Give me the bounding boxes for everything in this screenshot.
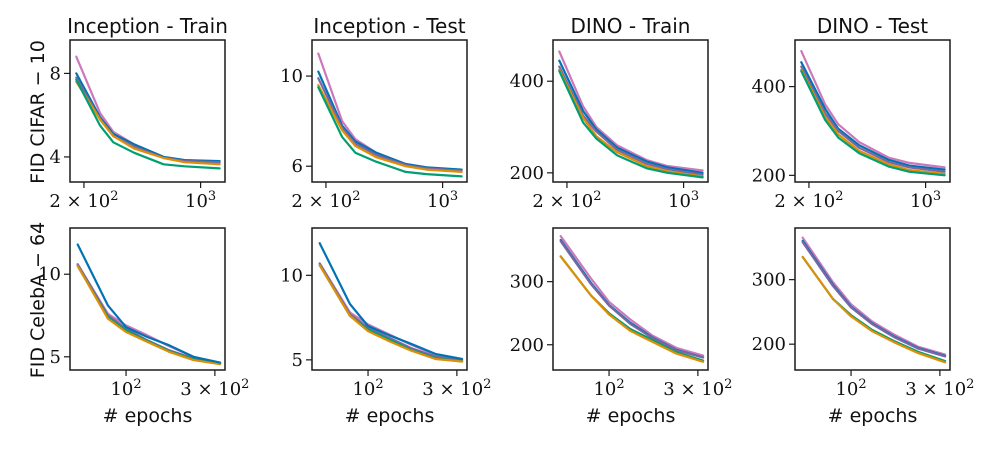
series-line-orange: [317, 84, 463, 173]
x-tick-label: 2 × 102: [774, 189, 843, 212]
chart-celeba-dino-test: 200 300 102 3 × 102 # epochs: [752, 227, 974, 427]
series-line-green: [317, 86, 463, 178]
chart-title: Inception - Train: [67, 14, 228, 38]
plot-frame: [69, 39, 226, 183]
x-axis-label: # epochs: [345, 405, 435, 427]
series-line-pink: [318, 262, 464, 361]
y-tick-label: 300: [510, 272, 544, 293]
chart-cifar-dino-test: DINO - Test 200 400 2 × 102 103: [752, 14, 951, 212]
y-tick-label: 4: [50, 147, 61, 168]
series-line-orange: [75, 80, 221, 166]
series-line-blue: [800, 61, 946, 171]
plot-frame: [552, 227, 709, 371]
chart-title: Inception - Test: [313, 14, 465, 38]
chart-cifar-inception-train: Inception - Train 4 8 2 × 102 103: [49, 14, 228, 212]
chart-celeba-inception-train: 5 10 102 3 × 102 # epochs: [38, 227, 249, 427]
series-line-green: [558, 70, 704, 179]
series-line-pink: [75, 55, 221, 165]
y-tick-label: 200: [510, 335, 544, 356]
series-line-purple: [76, 263, 222, 365]
y-tick-label: 400: [752, 77, 786, 98]
x-tick-label: 102: [835, 377, 866, 400]
x-tick-label: 102: [352, 377, 383, 400]
x-tick-label: 2 × 102: [291, 189, 360, 212]
series-line-purple: [801, 241, 947, 358]
series-line-green: [75, 78, 221, 170]
y-tick-label: 5: [50, 347, 61, 368]
x-axis-label: # epochs: [828, 405, 918, 427]
series-line-orange: [801, 255, 947, 364]
x-tick-label: 103: [668, 189, 699, 212]
chart-title: DINO - Test: [817, 14, 928, 38]
series-line-orange: [558, 68, 704, 178]
y-tick-label: 6: [292, 156, 303, 177]
series-line-green: [76, 264, 222, 365]
chart-cifar-dino-train: DINO - Train 200 400 2 × 102 103: [510, 14, 709, 212]
x-tick-label: 103: [185, 189, 216, 212]
series-line-blue: [801, 239, 947, 357]
y-tick-label: 200: [752, 165, 786, 186]
x-tick-label: 102: [110, 377, 141, 400]
series-line-green: [800, 70, 946, 177]
y-tick-label: 200: [510, 163, 544, 184]
series-line-orange: [559, 255, 705, 363]
x-axis-label: # epochs: [586, 405, 676, 427]
chart-celeba-dino-train: 200 300 102 3 × 102 # epochs: [510, 227, 732, 427]
series-line-orange: [76, 264, 222, 366]
series-line-orange: [318, 264, 464, 363]
x-tick-label: 103: [910, 189, 941, 212]
y-tick-label: 8: [50, 63, 61, 84]
series-line-purple: [559, 240, 705, 359]
y-tick-label: 400: [510, 71, 544, 92]
series-line-pink: [317, 52, 463, 172]
x-axis-label: # epochs: [103, 405, 193, 427]
plot-frame: [552, 39, 709, 183]
series-line-blue: [559, 238, 705, 359]
series-line-purple: [318, 262, 464, 362]
x-tick-label: 3 × 102: [663, 377, 732, 400]
series-line-purple: [800, 65, 946, 173]
series-line-green: [318, 264, 464, 363]
y-tick-label: 5: [292, 350, 303, 371]
plot-frame: [311, 39, 468, 183]
chart-celeba-inception-test: 5 10 102 3 × 102 # epochs: [280, 227, 491, 427]
x-tick-label: 3 × 102: [905, 377, 974, 400]
y-tick-label: 200: [752, 334, 786, 355]
plot-frame: [794, 227, 951, 371]
series-line-blue: [76, 243, 222, 364]
series-line-orange: [800, 68, 946, 176]
series-line-blue: [558, 59, 704, 174]
x-tick-label: 102: [593, 377, 624, 400]
x-tick-label: 103: [427, 189, 458, 212]
series-line-pink: [801, 236, 947, 356]
chart-title: DINO - Train: [571, 14, 691, 38]
series-line-pink: [800, 50, 946, 169]
x-tick-label: 3 × 102: [180, 377, 249, 400]
y-tick-label: 10: [280, 265, 303, 286]
series-line-pink: [559, 235, 705, 357]
plot-frame: [311, 227, 468, 371]
x-tick-label: 2 × 102: [532, 189, 601, 212]
series-line-pink: [558, 50, 704, 172]
row-label-cifar: FID CIFAR − 10: [27, 40, 49, 184]
y-tick-label: 10: [280, 66, 303, 87]
plot-frame: [69, 227, 226, 371]
plot-frame: [794, 39, 951, 183]
y-tick-label: 300: [752, 270, 786, 291]
row-label-celeba: FID CelebA − 64: [27, 222, 49, 378]
x-tick-label: 2 × 102: [49, 189, 118, 212]
chart-cifar-inception-test: Inception - Test 6 10 2 × 102 103: [280, 14, 468, 212]
y-tick-label: 10: [38, 264, 61, 285]
series-line-pink: [76, 263, 222, 365]
series-line-blue: [318, 242, 464, 361]
x-tick-label: 3 × 102: [422, 377, 491, 400]
